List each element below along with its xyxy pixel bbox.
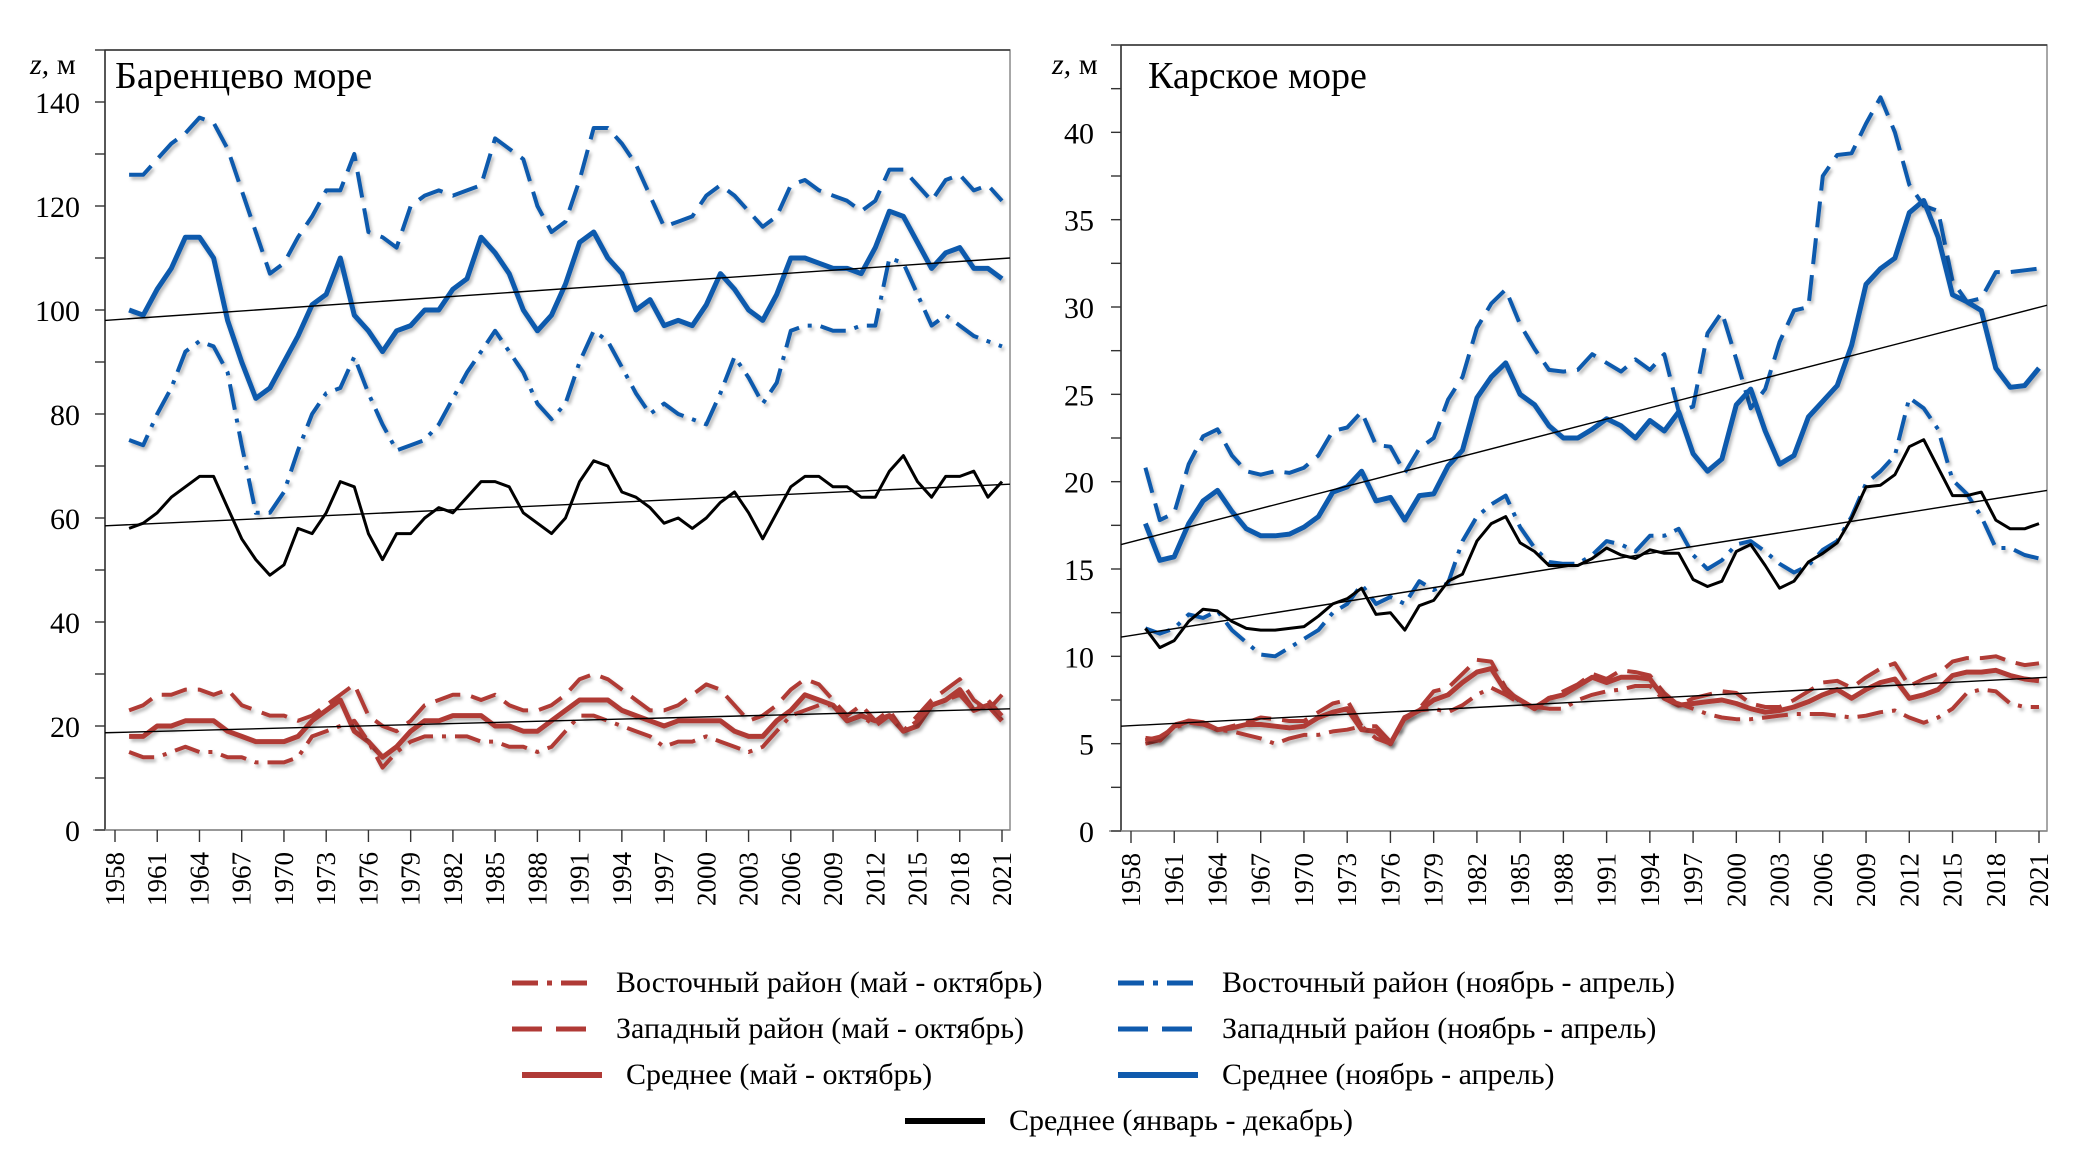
x-tick-label: 1961 — [142, 852, 172, 906]
x-tick-label: 1982 — [438, 852, 468, 906]
series-line — [128, 208, 1004, 401]
x-tick-label: 1997 — [649, 852, 679, 906]
x-tick-label: 1970 — [269, 852, 299, 906]
y-tick-label: 5 — [1079, 729, 1094, 762]
chart-title: Карское море — [1148, 55, 1367, 97]
x-tick-label: 1964 — [184, 852, 214, 907]
x-tick-label: 1985 — [1505, 853, 1535, 907]
chart-title: Баренцево море — [115, 55, 372, 97]
y-tick-label: 25 — [1064, 379, 1094, 412]
x-tick-label: 1994 — [607, 852, 637, 907]
plot-frame — [1120, 44, 2048, 832]
trend-line — [104, 708, 1011, 734]
x-tick-label: 1976 — [353, 852, 383, 906]
y-tick-label: 0 — [1079, 816, 1094, 849]
y-tick-label: 140 — [35, 87, 80, 120]
x-tick-label: 2003 — [734, 852, 764, 906]
y-tick-label: 30 — [1064, 292, 1094, 325]
x-tick-label: 2015 — [1938, 853, 1968, 907]
y-tick-label: 35 — [1064, 205, 1094, 238]
x-tick-label: 2009 — [818, 852, 848, 906]
y-tick-label: 0 — [65, 815, 80, 848]
x-tick-label: 2018 — [945, 852, 975, 906]
y-tick-label: 15 — [1064, 554, 1094, 587]
x-tick-label: 1973 — [1332, 853, 1362, 907]
x-tick-label: 1994 — [1635, 853, 1665, 908]
series-line — [1145, 666, 2040, 747]
x-tick-label: 1997 — [1678, 853, 1708, 907]
x-tick-label: 1982 — [1462, 853, 1492, 907]
barents-chart: 0 20 40 60 80 100 120 140 z, м Баренцево море 1958… — [29, 48, 1017, 906]
x-tick-label: 1988 — [522, 852, 552, 906]
x-tick-label: 2015 — [903, 852, 933, 906]
y-tick-label: 40 — [1064, 117, 1094, 150]
y-tick-label: 20 — [1064, 467, 1094, 500]
series-line — [128, 256, 1003, 515]
x-tick-label: 1973 — [311, 852, 341, 906]
x-tick-label: 1979 — [396, 852, 426, 906]
series-line — [1143, 95, 2040, 523]
x-tick-label: 2006 — [1808, 853, 1838, 907]
series-line — [1144, 684, 2039, 746]
x-tick-label: 2021 — [2024, 853, 2054, 907]
kara-chart: 0 5 10 15 20 25 30 35 40 z, м Карское море 1958 1961… — [1051, 44, 2054, 908]
trend-line — [1120, 304, 2048, 546]
x-tick-label: 1967 — [1246, 853, 1276, 907]
y-tick-label: 40 — [50, 607, 80, 640]
x-tick-label: 1958 — [100, 852, 130, 906]
y-axis-label: z, м — [1051, 48, 1098, 81]
y-tick-label: 60 — [50, 503, 80, 536]
x-tick-label: 2003 — [1765, 853, 1795, 907]
x-tick-label: 1964 — [1202, 853, 1232, 908]
trend-line — [104, 257, 1011, 322]
x-tick-label: 2000 — [1721, 853, 1751, 907]
x-tick-label: 1988 — [1548, 853, 1578, 907]
x-tick-label: 2009 — [1851, 853, 1881, 907]
y-tick-label: 120 — [35, 191, 80, 224]
x-tick-label: 1985 — [480, 852, 510, 906]
series-line — [1144, 438, 2040, 650]
series-line — [1144, 654, 2040, 746]
trend-line — [1120, 676, 2048, 727]
x-tick-label: 1958 — [1116, 853, 1146, 907]
series-line — [128, 454, 1004, 577]
x-tick-label: 1970 — [1289, 853, 1319, 907]
series-line — [1144, 395, 2040, 659]
x-tick-label: 2012 — [1894, 853, 1924, 907]
trend-line — [1120, 489, 2048, 638]
y-tick-label: 100 — [35, 295, 80, 328]
series-line — [128, 672, 1004, 734]
series-line — [128, 692, 1004, 770]
x-tick-label: 1991 — [1592, 853, 1622, 907]
x-tick-label: 2012 — [860, 852, 890, 906]
trend-line — [104, 483, 1011, 527]
y-tick-label: 80 — [50, 399, 80, 432]
x-tick-label: 1991 — [565, 852, 595, 906]
series-line — [129, 687, 1004, 760]
y-axis-label: z, м — [29, 48, 76, 81]
x-tick-label: 1967 — [227, 852, 257, 906]
x-tick-label: 1976 — [1375, 853, 1405, 907]
x-tick-label: 2006 — [776, 852, 806, 906]
series-line — [1143, 198, 2041, 563]
x-tick-label: 1979 — [1419, 853, 1449, 907]
x-tick-label: 2021 — [987, 852, 1017, 906]
y-tick-label: 10 — [1064, 641, 1094, 674]
x-tick-label: 2000 — [691, 852, 721, 906]
series-line — [129, 115, 1004, 276]
x-tick-label: 1961 — [1159, 853, 1189, 907]
y-tick-label: 20 — [50, 711, 80, 744]
x-tick-label: 2018 — [1981, 853, 2011, 907]
